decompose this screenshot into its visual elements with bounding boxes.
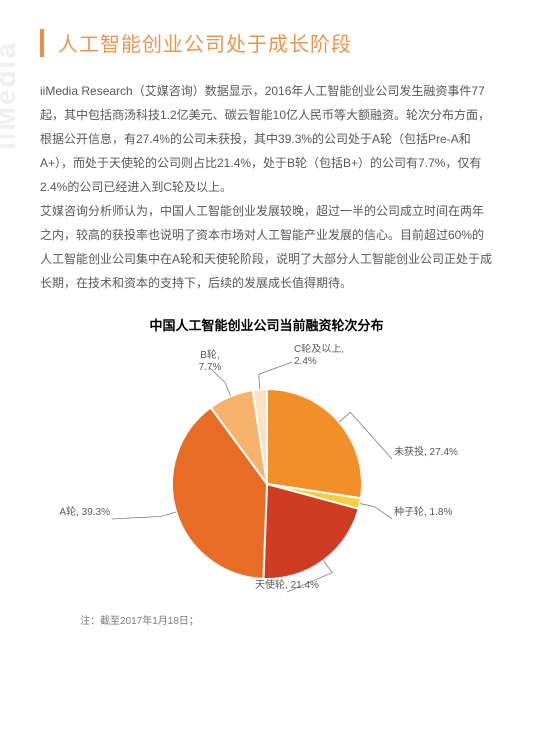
- pie-label: B轮,7.7%: [198, 348, 221, 373]
- page-title: 人工智能创业公司处于成长阶段: [58, 28, 352, 57]
- pie-slice-未获投: [267, 389, 362, 498]
- pie-chart-container: 未获投, 27.4% 种子轮, 1.8% 天使轮, 21.4% A轮, 39.3% B轮…: [40, 344, 493, 604]
- chart-title: 中国人工智能创业公司当前融资轮次分布: [40, 315, 493, 334]
- pie-label: 天使轮, 21.4%: [255, 578, 319, 591]
- footnote: 注：截至2017年1月18日；: [40, 612, 493, 627]
- pie-label: C轮及以上,2.4%: [294, 344, 344, 367]
- pie-chart: 未获投, 27.4% 种子轮, 1.8% 天使轮, 21.4% A轮, 39.3% B轮…: [42, 344, 492, 604]
- pie-label: A轮, 39.3%: [59, 505, 110, 518]
- paragraph-2: 艾媒咨询分析师认为，中国人工智能创业发展较晚，超过一半的公司成立时间在两年之内，…: [40, 199, 493, 295]
- accent-bar: [40, 29, 44, 57]
- leader-line: [359, 504, 391, 519]
- pie-label: 未获投, 27.4%: [394, 445, 458, 458]
- pie-label: 种子轮, 1.8%: [394, 505, 452, 518]
- leader-line: [112, 512, 176, 519]
- leader-line: [258, 362, 291, 389]
- body-text: iiMedia Research（艾媒咨询）数据显示，2016年人工智能创业公司…: [40, 79, 493, 295]
- title-bar: 人工智能创业公司处于成长阶段: [40, 28, 493, 57]
- paragraph-1: iiMedia Research（艾媒咨询）数据显示，2016年人工智能创业公司…: [40, 79, 493, 199]
